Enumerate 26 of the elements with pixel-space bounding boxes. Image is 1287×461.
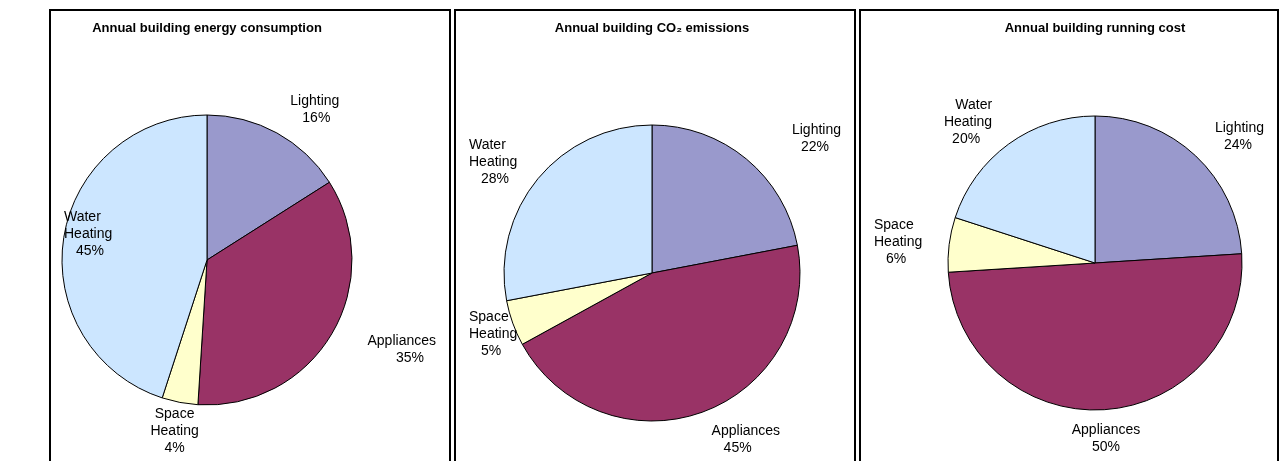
data-label: 22% xyxy=(800,137,829,154)
data-label: 28% xyxy=(481,169,510,186)
slice-label: Water Heating xyxy=(469,135,518,169)
chart-title: Annual building running cost xyxy=(1004,20,1186,35)
slice-label: Space Heating xyxy=(874,216,923,250)
data-label: 35% xyxy=(395,348,424,365)
slice-label: Space Heating xyxy=(469,307,518,341)
slice-label: Appliances xyxy=(1071,421,1141,438)
data-label: 16% xyxy=(302,108,331,125)
slice-label: Appliances xyxy=(367,331,436,348)
data-label: 4% xyxy=(164,438,185,455)
slice-label: Lighting xyxy=(1214,118,1264,135)
data-label: 20% xyxy=(952,130,981,147)
slice-label: Lighting xyxy=(290,91,340,108)
chart-title: Annual building CO₂ emissions xyxy=(554,20,750,35)
slice-label: Water Heating xyxy=(943,96,993,130)
chart-title: Annual building energy consumption xyxy=(92,20,322,35)
slice-label: Lighting xyxy=(791,120,841,137)
slice-label: Appliances xyxy=(711,422,781,439)
slice-label: Space Heating xyxy=(150,404,199,438)
data-label: 5% xyxy=(481,341,502,358)
data-label: 45% xyxy=(723,439,752,456)
data-label: 45% xyxy=(76,241,105,258)
data-label: 24% xyxy=(1223,135,1252,152)
data-label: 50% xyxy=(1091,438,1120,455)
data-label: 6% xyxy=(886,250,907,267)
